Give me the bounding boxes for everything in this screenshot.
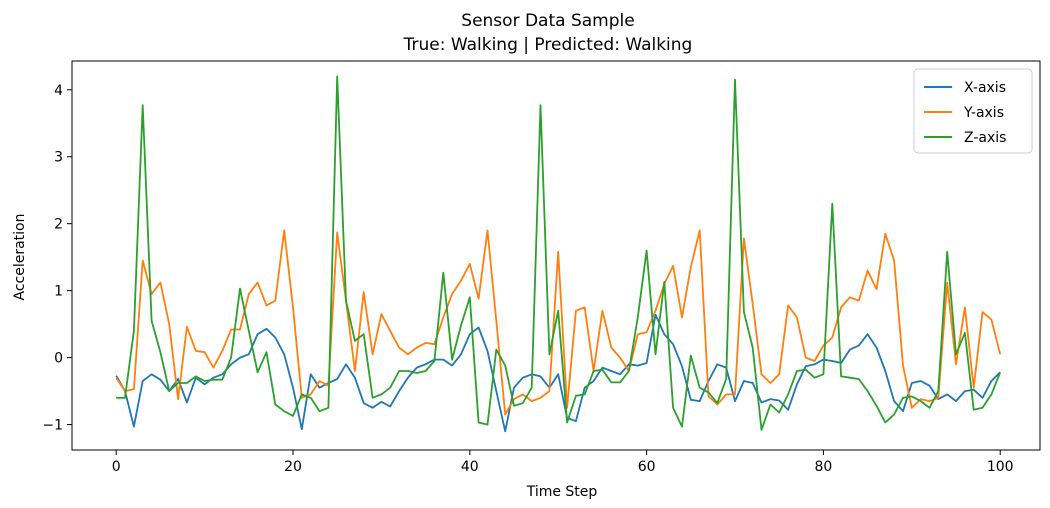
- x-tick-label: 100: [987, 459, 1014, 475]
- chart-subtitle: True: Walking | Predicted: Walking: [403, 35, 693, 55]
- y-axis-label: Acceleration: [12, 214, 28, 301]
- legend-box: [913, 68, 1033, 154]
- plot-frame: [71, 60, 1041, 451]
- y-tick-label: 2: [54, 217, 63, 233]
- x-axis-label: Time Step: [526, 484, 598, 500]
- x-tick-label: 20: [284, 459, 302, 475]
- y-tick-label: 4: [54, 83, 63, 99]
- y-axis: −1 0 1 2 3 4: [42, 83, 72, 434]
- legend-label-y-axis: Y-axis: [963, 105, 1004, 121]
- legend-label-x-axis: X-axis: [964, 80, 1006, 96]
- x-tick-label: 40: [461, 459, 479, 475]
- series-line-x-axis: [115, 313, 1001, 433]
- x-axis: 0 20 40 60 80 100: [112, 450, 1014, 475]
- plot-lines: [115, 75, 1002, 433]
- chart-title: Sensor Data Sample: [461, 11, 634, 31]
- legend-label-z-axis: Z-axis: [964, 130, 1006, 146]
- y-tick-label: 3: [54, 150, 63, 166]
- y-tick-label: 1: [54, 284, 63, 300]
- y-tick-label: −1: [42, 418, 63, 434]
- x-tick-label: 60: [638, 459, 656, 475]
- legend: X-axis Y-axis Z-axis: [913, 68, 1033, 154]
- y-tick-label: 0: [54, 351, 63, 367]
- x-tick-label: 80: [815, 459, 833, 475]
- x-tick-label: 0: [112, 459, 121, 475]
- series-line-z-axis: [116, 75, 1002, 431]
- series-line-y-axis: [115, 229, 1002, 416]
